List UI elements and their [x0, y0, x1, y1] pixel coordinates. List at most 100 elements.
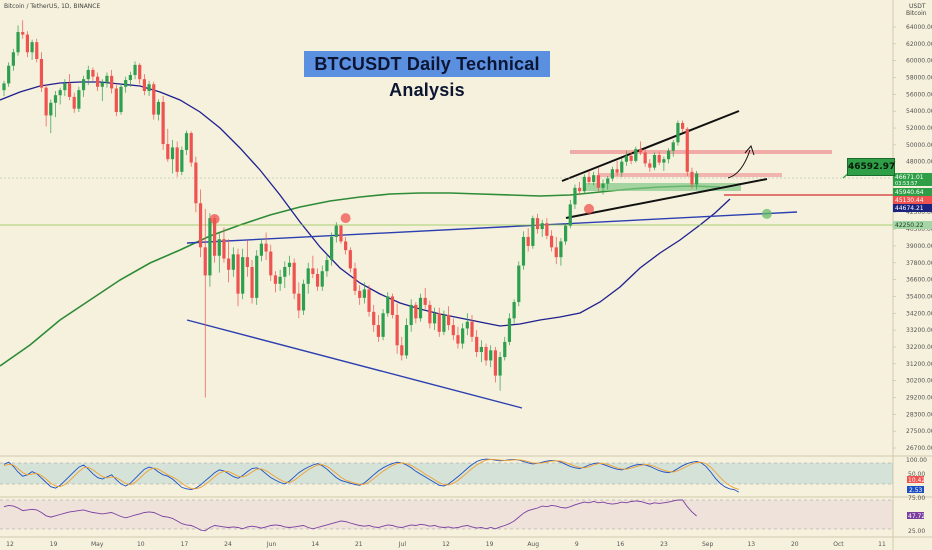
candle: [400, 336, 404, 361]
chart-title: BTCUSDT Daily Technical Analysis: [304, 51, 550, 100]
candle: [166, 128, 170, 162]
candle: [189, 131, 193, 167]
x-tick-label: 23: [660, 541, 668, 548]
candle: [685, 127, 689, 177]
candle: [292, 258, 296, 300]
candle: [283, 261, 287, 289]
y-tick-label: 28300.00: [906, 411, 932, 418]
candle: [147, 80, 151, 97]
candle: [386, 292, 390, 317]
candle: [573, 184, 577, 209]
candle: [428, 300, 432, 329]
stoch-value-d: 10.42: [907, 476, 925, 484]
candle: [203, 208, 207, 398]
candle: [676, 120, 680, 146]
highlight-marker: [209, 213, 220, 224]
candle: [695, 170, 699, 190]
candle: [180, 146, 184, 176]
candle: [475, 330, 479, 358]
candle: [657, 151, 661, 166]
candle: [11, 48, 15, 71]
candle: [156, 99, 161, 121]
svg-text:45940.64: 45940.64: [895, 189, 924, 196]
candle: [507, 313, 512, 346]
candle: [236, 248, 240, 307]
forecast-arrow-head: [744, 145, 755, 156]
candle: [334, 222, 338, 243]
candle: [348, 247, 352, 273]
ma-200-line: [0, 185, 721, 367]
candle: [517, 261, 521, 307]
candle: [2, 80, 6, 97]
candle: [255, 250, 259, 305]
price-label-3: 45130.44: [893, 196, 932, 204]
candle: [503, 336, 507, 361]
candle: [110, 69, 114, 94]
candle: [39, 52, 44, 92]
candle: [128, 71, 132, 87]
candle: [554, 236, 558, 265]
highlight-marker: [584, 203, 594, 214]
candle: [437, 307, 441, 337]
x-tick-label: Aug: [527, 541, 539, 548]
candle: [470, 314, 474, 342]
candle: [339, 224, 343, 244]
candle: [30, 39, 34, 60]
candle: [418, 293, 423, 322]
x-tick-label: 17: [181, 541, 189, 548]
x-tick-label: 19: [486, 541, 494, 548]
candle: [198, 189, 203, 258]
x-tick-label: Jul: [398, 541, 407, 548]
candle: [414, 302, 418, 324]
svg-text:2.53: 2.53: [909, 487, 923, 494]
candle: [194, 156, 198, 213]
candle: [96, 72, 100, 91]
candlesticks: [2, 20, 699, 398]
candle: [58, 87, 62, 105]
candle: [208, 213, 212, 287]
candle: [489, 345, 493, 368]
candle: [259, 239, 263, 262]
candle: [353, 262, 357, 296]
candle: [390, 293, 395, 319]
candle: [241, 248, 245, 300]
candle: [287, 255, 292, 276]
candle: [175, 141, 179, 177]
svg-text:44674.21: 44674.21: [895, 205, 924, 212]
candle: [231, 247, 235, 277]
candle: [652, 152, 657, 171]
candle: [344, 236, 348, 255]
stoch-value-k: 2.53: [907, 486, 924, 494]
candle: [484, 343, 488, 366]
candle: [63, 79, 67, 97]
price-label-2: 45940.64: [893, 188, 932, 196]
candle: [395, 303, 399, 354]
candle: [596, 167, 600, 192]
y-tick-label: 50000.00: [906, 142, 932, 149]
candle: [362, 282, 366, 304]
y-tick-label: 36600.00: [906, 277, 932, 284]
candle: [217, 233, 221, 273]
candle: [184, 130, 189, 155]
candle: [615, 160, 619, 177]
candle: [442, 310, 446, 336]
candle: [559, 238, 563, 266]
x-tick-label: Jun: [266, 541, 277, 548]
candle: [671, 139, 675, 157]
candle: [662, 156, 666, 171]
x-tick-label: May: [91, 541, 104, 548]
candle: [376, 314, 380, 342]
rsi-band: [0, 500, 893, 529]
candle: [161, 96, 165, 150]
candle: [250, 259, 254, 304]
candle: [306, 262, 310, 294]
currency-label: USDT: [909, 3, 926, 10]
x-tick-label: 16: [617, 541, 625, 548]
svg-text:03:53:57: 03:53:57: [895, 181, 917, 187]
candle: [549, 230, 554, 252]
stoch-label-50: 50.00: [908, 471, 925, 478]
candle: [587, 170, 591, 185]
y-tick-label: 37800.00: [906, 260, 932, 267]
candle: [320, 265, 324, 291]
